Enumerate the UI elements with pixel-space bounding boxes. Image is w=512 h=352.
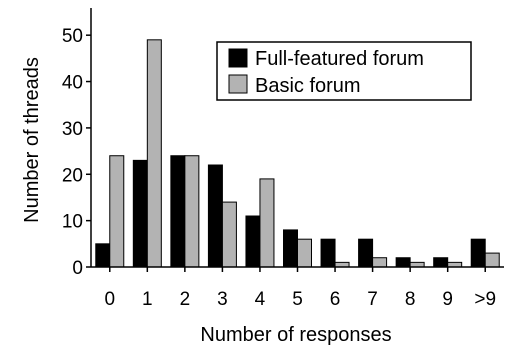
x-tick-label: 1	[142, 289, 153, 310]
bar-full-featured-5	[283, 229, 298, 268]
bar-full-featured-8	[395, 257, 411, 268]
bar-basic-10	[484, 252, 500, 268]
legend-label-full-featured: Full-featured forum	[255, 48, 424, 70]
x-tick-labels: 0 1 2 3 4 5 6 7 8 9 >9	[104, 289, 496, 310]
y-tick-labels: 0 10 20 30 40 50	[62, 26, 83, 279]
x-tick-label: 3	[217, 289, 228, 310]
x-tick-label: >9	[474, 289, 496, 310]
legend: Full-featured forum Basic forum	[216, 41, 472, 101]
x-tick-label: 4	[255, 289, 266, 310]
bar-full-featured-1	[132, 159, 148, 268]
axes-group	[86, 8, 504, 272]
bar-full-featured-7	[358, 238, 374, 268]
x-tick-label: 7	[367, 289, 378, 310]
legend-swatch-basic	[228, 74, 248, 94]
y-tick-label: 10	[62, 212, 83, 233]
legend-swatch-full-featured	[228, 48, 248, 68]
y-tick-label: 20	[62, 165, 83, 186]
bar-full-featured-2	[170, 155, 186, 268]
y-axis-title: Number of threads	[21, 57, 43, 223]
legend-box	[216, 41, 472, 101]
bar-basic-7	[372, 257, 388, 268]
y-tick-label: 40	[62, 73, 83, 94]
y-tick-label: 50	[62, 26, 83, 47]
x-tick-label: 8	[405, 289, 416, 310]
x-tick-label: 6	[330, 289, 341, 310]
y-tick-label: 30	[62, 119, 83, 140]
bar-full-featured-9	[433, 257, 449, 268]
bar-full-featured-10	[470, 238, 486, 268]
bar-basic-3	[221, 201, 237, 268]
bar-full-featured-3	[207, 164, 223, 268]
bars-group	[95, 39, 500, 268]
bar-full-featured-4	[245, 215, 261, 268]
bar-basic-2	[184, 155, 200, 268]
bar-basic-1	[146, 39, 162, 268]
x-tick-label: 2	[180, 289, 191, 310]
bar-basic-0	[109, 155, 125, 268]
x-axis-title: Number of responses	[200, 324, 391, 346]
x-tick-label: 0	[104, 289, 115, 310]
x-tick-label: 5	[292, 289, 303, 310]
bar-basic-4	[259, 178, 275, 268]
legend-label-basic: Basic forum	[255, 75, 361, 97]
bar-basic-5	[297, 238, 312, 268]
y-tick-label: 0	[72, 258, 83, 279]
x-tick-label: 9	[442, 289, 453, 310]
bar-full-featured-0	[95, 243, 111, 268]
bar-full-featured-6	[320, 238, 336, 268]
